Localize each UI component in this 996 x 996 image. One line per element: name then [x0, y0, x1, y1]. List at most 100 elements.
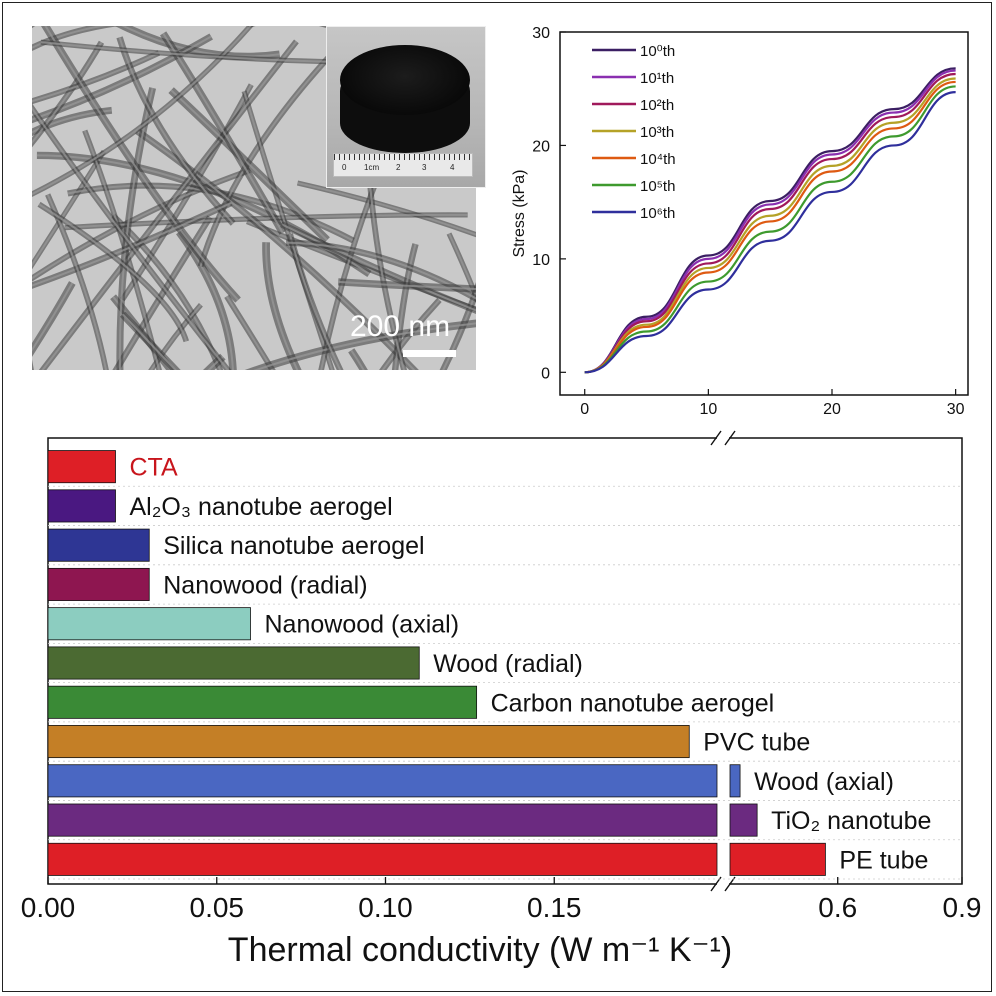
series-line-3: [584, 77, 956, 374]
bar-6: [47, 685, 478, 719]
bar-9-upper: [729, 803, 758, 837]
ruler-label-3: 3: [422, 163, 427, 172]
nanotube-core: [338, 280, 476, 290]
legend-label-0: 10⁰th: [640, 43, 675, 60]
series-line-5: [584, 85, 956, 374]
nanotube-core: [320, 177, 379, 370]
x-axis-label: Thermal conductivity (W m⁻¹ K⁻¹): [228, 931, 732, 969]
y-tick-label: 10: [532, 252, 550, 269]
tem-micrograph: [32, 26, 476, 370]
y-tick-label: 0: [541, 365, 550, 382]
bar-10-lower: [47, 842, 718, 876]
bar-label-6: Carbon nanotube aerogel: [491, 689, 775, 717]
axis-break-gap: [717, 881, 729, 887]
plot-frame: [559, 31, 969, 396]
axis-break-mark: [710, 430, 722, 446]
nanotube-core: [121, 26, 280, 58]
nanotube-core: [44, 26, 239, 301]
nanotube-wall: [439, 281, 476, 370]
series-line-2: [584, 72, 956, 374]
nanotube-core: [118, 87, 154, 370]
nanotube-core: [381, 299, 441, 370]
bar-8-upper: [729, 764, 741, 798]
nanotube-core: [297, 182, 476, 236]
nanotube-core: [121, 313, 177, 370]
ruler-label-2: 2: [396, 163, 401, 172]
bar-1: [47, 489, 116, 523]
y-tick-label: 20: [532, 138, 550, 155]
nanotube-core: [114, 216, 211, 370]
x-tick-label: 0: [580, 401, 589, 418]
bar-3: [47, 567, 150, 601]
bar-7: [47, 725, 690, 759]
bar-label-1: Al₂O₃ nanotube aerogel: [130, 493, 393, 521]
nanotube-core: [118, 36, 234, 225]
legend-label-2: 10²th: [640, 97, 674, 114]
nanotube-core: [32, 202, 232, 287]
series-line-6: [584, 91, 956, 374]
bar-label-5: Wood (radial): [433, 650, 583, 678]
series-line-0: [584, 67, 956, 374]
axis-break-gap: [717, 435, 729, 441]
ruler-label-4: 4: [450, 163, 455, 172]
nanotube-core: [38, 203, 188, 342]
bar-label-7: PVC tube: [703, 729, 810, 757]
nanotube-core: [32, 106, 230, 370]
x-tick-label: 0.10: [358, 892, 413, 923]
bar-9-lower: [47, 803, 718, 837]
x-tick-label: 30: [947, 401, 965, 418]
nanotube-core: [32, 282, 74, 352]
x-tick-label: 0.9: [943, 892, 982, 923]
bar-2: [47, 528, 150, 562]
sample-photo-inset: 0 1cm 2 3 4: [326, 26, 486, 188]
nanotube-core: [32, 41, 103, 145]
x-tick-label: 0.05: [190, 892, 245, 923]
nanotube-core: [253, 322, 476, 370]
scale-bar-label: 200 nm: [350, 310, 451, 343]
nanotube-core: [32, 150, 105, 267]
series-line-1: [584, 69, 956, 374]
x-tick-label: 20: [823, 401, 841, 418]
legend-label-4: 10⁴th: [640, 151, 676, 168]
thermal-conductivity-chart: CTA Al₂O₃ nanotube aerogel Silica nanotube…: [21, 430, 982, 969]
bar-label-3: Nanowood (radial): [163, 571, 367, 599]
stress-strain-chart: 01020300102030Strain (%)Stress (kPa)10⁰t…: [511, 25, 969, 418]
x-tick-label: 10: [699, 401, 717, 418]
nanotube-core: [32, 109, 112, 134]
nanotube-core: [286, 241, 476, 300]
series-line-4: [584, 80, 956, 374]
bar-0: [47, 450, 116, 484]
legend-label-1: 10¹th: [640, 70, 674, 87]
ruler-label-0: 0: [342, 163, 347, 172]
nanotube-core: [32, 35, 212, 121]
nanotube-core: [41, 40, 298, 370]
ruler: 0 1cm 2 3 4: [333, 153, 473, 177]
nanotube-core: [265, 242, 299, 370]
bar-label-4: Nanowood (axial): [265, 611, 460, 639]
legend-label-3: 10³th: [640, 124, 674, 141]
y-tick-label: 30: [532, 25, 550, 42]
bar-10-upper: [729, 842, 826, 876]
nanotube-core: [225, 295, 274, 370]
nanotube-core: [32, 52, 160, 103]
scale-bar: [403, 350, 456, 357]
aerogel-puck-top: [340, 45, 470, 115]
nanotube-core: [288, 233, 342, 370]
bar-4: [47, 607, 251, 641]
nanotube-core: [448, 233, 476, 299]
legend-label-5: 10⁵th: [640, 178, 675, 195]
bar-label-8: Wood (axial): [754, 768, 894, 796]
nanotube-core: [46, 194, 108, 370]
bar-label-2: Silica nanotube aerogel: [163, 532, 424, 560]
legend-label-6: 10⁶th: [640, 205, 675, 222]
ruler-ticks: [334, 154, 472, 160]
nanotube-core: [178, 231, 234, 370]
bar-label-9: TiO₂ nanotube: [771, 807, 931, 835]
y-axis-label: Stress (kPa): [511, 169, 528, 257]
x-tick-label: 0.00: [21, 892, 76, 923]
bar-label-0: CTA: [130, 454, 178, 482]
x-tick-label: 0.15: [527, 892, 582, 923]
bar-label-10: PE tube: [839, 846, 928, 874]
ruler-label-1cm: 1cm: [364, 163, 380, 172]
